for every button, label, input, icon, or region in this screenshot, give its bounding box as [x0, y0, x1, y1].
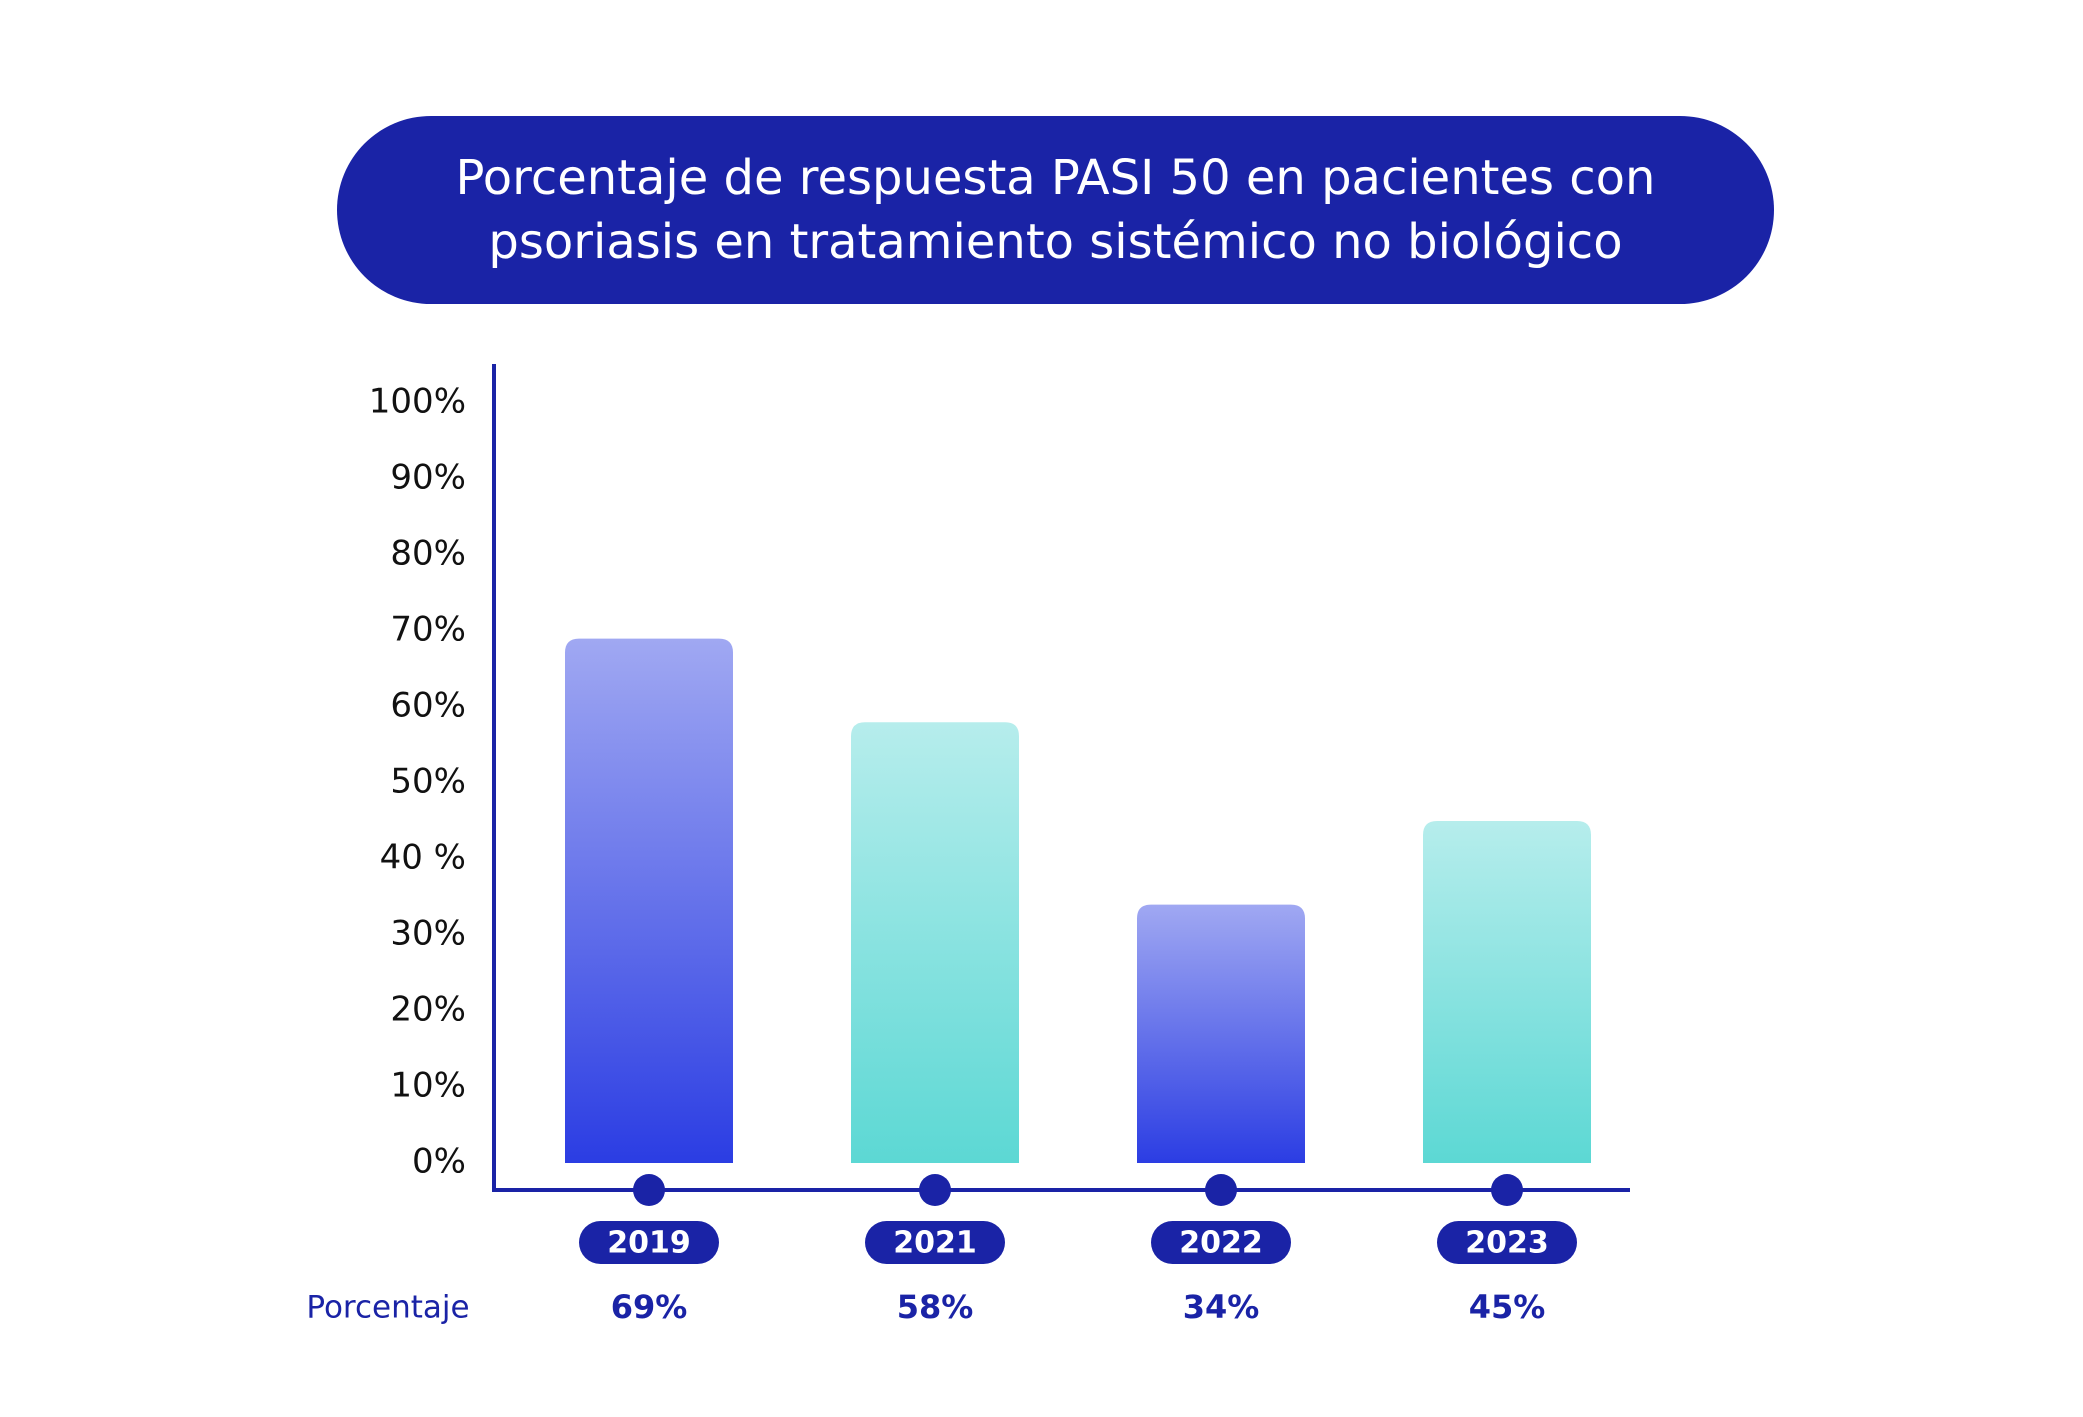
value-label: 34%	[1183, 1288, 1260, 1326]
y-tick-label: 10%	[390, 1066, 466, 1106]
value-label: 45%	[1469, 1288, 1546, 1326]
y-tick-label: 90%	[390, 458, 466, 498]
bar	[1137, 904, 1305, 1163]
axis-dot	[633, 1174, 665, 1206]
x-tick-label: 2021	[893, 1226, 977, 1261]
chart-title: Porcentaje de respuesta PASI 50 en pacie…	[337, 116, 1774, 304]
y-tick-label: 100%	[369, 382, 466, 422]
y-tick-label: 20%	[390, 990, 466, 1030]
x-tick-label: 2022	[1179, 1226, 1263, 1261]
y-tick-label: 60%	[390, 686, 466, 726]
y-tick-label: 70%	[390, 610, 466, 650]
y-tick-label: 50%	[390, 762, 466, 802]
axis-dot	[919, 1174, 951, 1206]
bar	[1423, 821, 1591, 1163]
value-label: 58%	[897, 1288, 974, 1326]
year-pill	[865, 1221, 1005, 1264]
y-tick-label: 40 %	[380, 838, 466, 878]
year-pill	[1151, 1221, 1291, 1264]
value-label: 69%	[611, 1288, 688, 1326]
year-pill	[579, 1221, 719, 1264]
y-tick-label: 80%	[390, 534, 466, 574]
y-tick-label: 0%	[412, 1142, 466, 1182]
x-tick-label: 2019	[607, 1226, 691, 1261]
bar	[565, 638, 733, 1163]
x-tick-label: 2023	[1465, 1226, 1549, 1261]
row-label: Porcentaje	[306, 1290, 469, 1326]
y-tick-label: 30%	[390, 914, 466, 954]
axis-dot	[1491, 1174, 1523, 1206]
axis-dot	[1205, 1174, 1237, 1206]
bar	[851, 722, 1019, 1163]
year-pill	[1437, 1221, 1577, 1264]
